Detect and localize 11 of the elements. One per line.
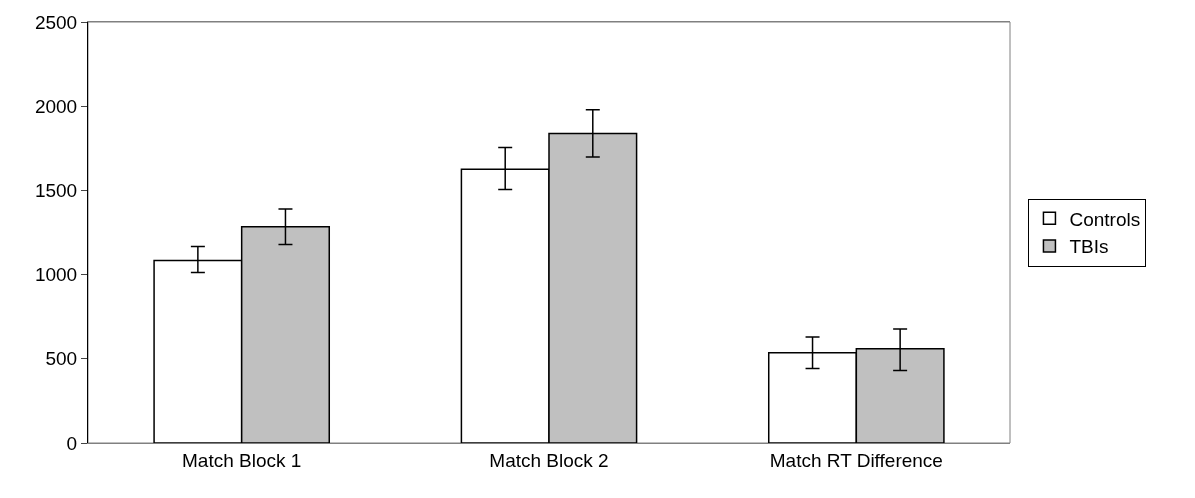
- legend-label: TBIs: [1069, 236, 1109, 258]
- x-tick-label: Match RT Difference: [769, 449, 943, 471]
- y-tick-label: 2000: [34, 95, 78, 117]
- y-tick-label: 500: [45, 348, 78, 370]
- y-tick-label: 1000: [34, 264, 78, 286]
- y-tick-label: 0: [66, 432, 78, 454]
- y-tick-label: 1500: [34, 180, 78, 202]
- y-tick-label: 2500: [34, 11, 78, 33]
- legend-label: Controls: [1069, 208, 1141, 230]
- x-tick-label: Match Block 2: [489, 449, 609, 471]
- x-tick-label: Match Block 1: [182, 449, 302, 471]
